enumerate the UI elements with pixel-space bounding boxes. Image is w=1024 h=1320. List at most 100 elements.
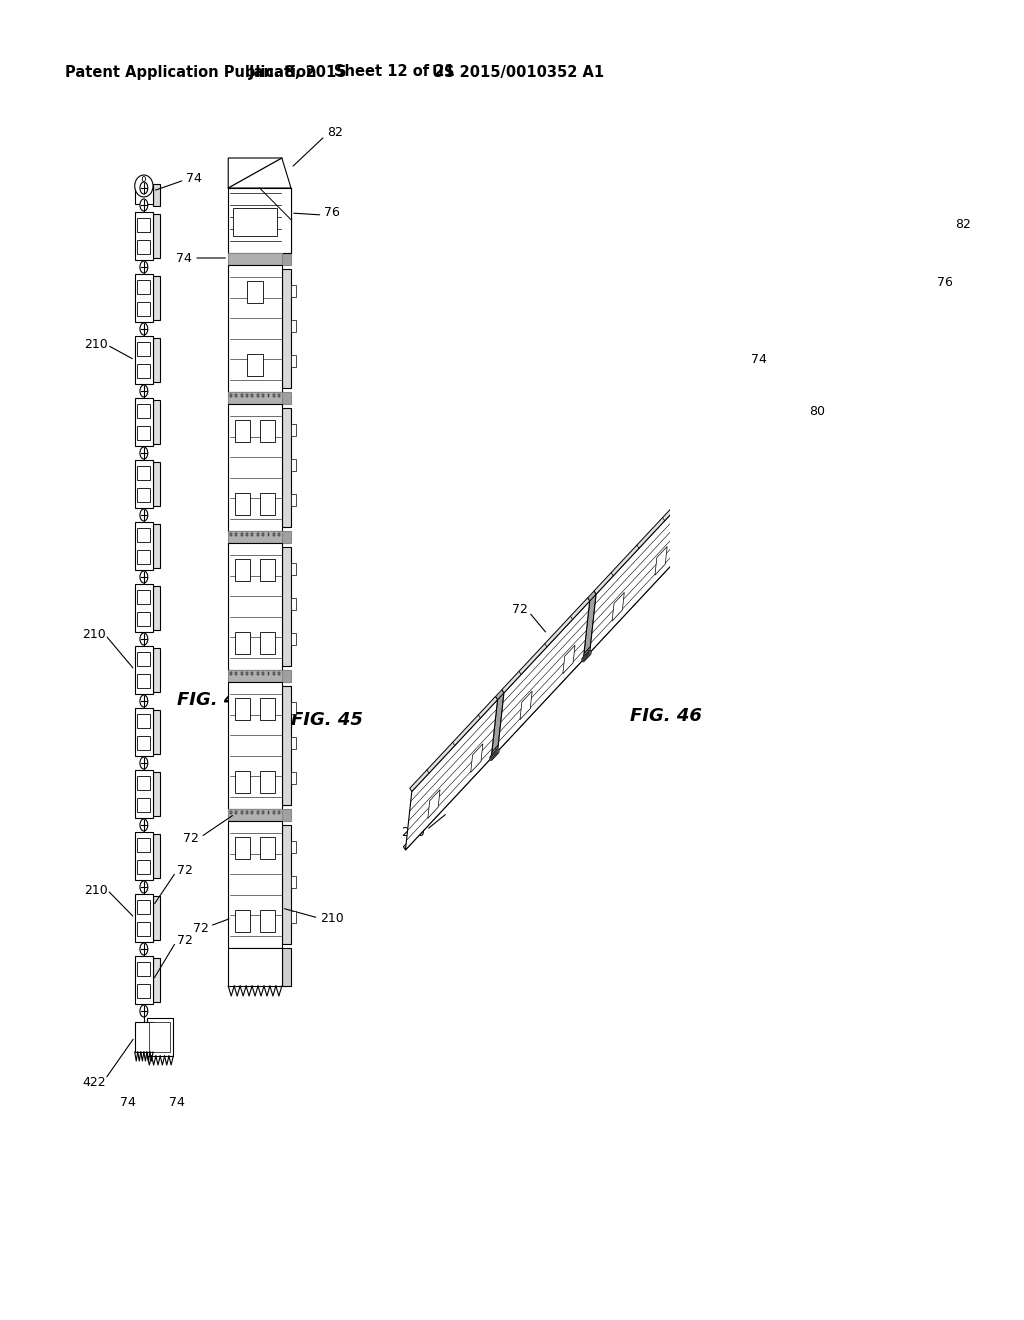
Text: 76: 76 [937, 276, 953, 289]
Circle shape [676, 556, 679, 561]
Text: 82: 82 [955, 218, 971, 231]
Bar [229, 810, 231, 814]
Bar [272, 393, 274, 397]
Bar [135, 1022, 153, 1052]
Bar [137, 900, 151, 913]
Bar [282, 531, 291, 543]
Bar [137, 404, 151, 418]
Bar [262, 672, 264, 675]
Polygon shape [590, 503, 682, 652]
Bar [137, 302, 151, 315]
Bar [260, 420, 275, 442]
Bar [291, 494, 296, 506]
Circle shape [140, 510, 147, 521]
Circle shape [585, 653, 588, 659]
Polygon shape [563, 645, 575, 673]
Circle shape [496, 748, 500, 754]
Bar [267, 393, 269, 397]
Polygon shape [496, 656, 584, 751]
Polygon shape [594, 499, 682, 594]
Polygon shape [584, 594, 596, 660]
Bar [267, 533, 269, 536]
Polygon shape [496, 689, 504, 700]
Bar [135, 459, 153, 508]
Circle shape [140, 818, 147, 832]
Bar [137, 838, 151, 851]
Text: 210: 210 [84, 883, 108, 896]
Circle shape [492, 754, 495, 759]
Circle shape [140, 572, 147, 583]
Text: 72: 72 [183, 833, 199, 846]
Circle shape [140, 261, 147, 273]
Bar [241, 533, 243, 536]
Bar [153, 958, 160, 1002]
Bar [153, 772, 160, 816]
Circle shape [493, 752, 496, 758]
Bar [291, 911, 296, 923]
Bar [137, 240, 151, 253]
Bar [137, 921, 151, 936]
Bar [153, 648, 160, 692]
Polygon shape [674, 550, 682, 561]
Bar [257, 810, 259, 814]
Circle shape [140, 1005, 147, 1016]
Circle shape [587, 651, 590, 656]
Text: 74: 74 [176, 252, 193, 264]
Polygon shape [795, 285, 882, 380]
Bar [257, 393, 259, 397]
Bar [135, 275, 153, 322]
Circle shape [140, 323, 147, 335]
Text: 72: 72 [193, 921, 209, 935]
Bar [137, 612, 151, 626]
Text: 72: 72 [176, 933, 193, 946]
Polygon shape [817, 375, 827, 401]
Bar [291, 355, 296, 367]
Bar [241, 393, 243, 397]
Text: 210: 210 [82, 628, 105, 642]
Bar [137, 799, 151, 812]
Bar [282, 948, 291, 986]
Bar [234, 837, 251, 859]
Polygon shape [403, 755, 492, 850]
Bar [282, 253, 291, 265]
Bar [228, 392, 282, 404]
Bar [135, 832, 153, 880]
Polygon shape [502, 598, 590, 693]
Bar [246, 533, 248, 536]
Bar [228, 948, 282, 986]
Bar [153, 462, 160, 506]
Bar [137, 737, 151, 750]
Circle shape [679, 553, 682, 557]
Bar [228, 531, 282, 543]
Bar [236, 672, 238, 675]
Bar [251, 672, 253, 675]
Text: FIG. 46: FIG. 46 [630, 706, 701, 725]
Text: 74: 74 [752, 354, 767, 366]
Circle shape [494, 751, 497, 756]
Polygon shape [680, 492, 688, 503]
Text: 80: 80 [809, 405, 825, 418]
Bar [260, 558, 275, 581]
Bar [291, 598, 296, 610]
Polygon shape [851, 338, 861, 366]
Polygon shape [492, 693, 504, 758]
Circle shape [584, 655, 587, 660]
Bar [282, 825, 291, 944]
Circle shape [680, 552, 683, 557]
Bar [262, 393, 264, 397]
Polygon shape [705, 494, 717, 523]
Polygon shape [612, 593, 625, 620]
Bar [137, 861, 151, 874]
Circle shape [582, 657, 585, 663]
Bar [236, 533, 238, 536]
Polygon shape [880, 249, 942, 342]
Bar [236, 393, 238, 397]
Polygon shape [676, 495, 688, 561]
Bar [247, 281, 263, 304]
Bar [228, 187, 291, 253]
Circle shape [140, 756, 147, 770]
Bar [234, 492, 251, 515]
Bar [137, 776, 151, 789]
Polygon shape [520, 692, 532, 719]
Bar [234, 698, 251, 719]
